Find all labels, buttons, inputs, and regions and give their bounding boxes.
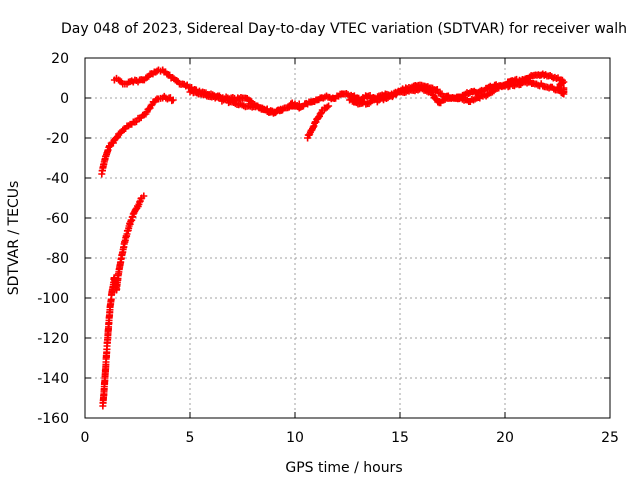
data-point bbox=[140, 192, 148, 200]
data-point bbox=[278, 106, 286, 114]
plot-frame-group bbox=[84, 57, 611, 419]
data-point bbox=[147, 101, 155, 109]
x-tick-label: 0 bbox=[81, 430, 90, 446]
data-point bbox=[389, 93, 396, 101]
data-point bbox=[325, 102, 333, 110]
chart-title: Day 048 of 2023, Sidereal Day-to-day VTE… bbox=[61, 21, 627, 37]
plot-frame bbox=[84, 57, 611, 419]
data-point bbox=[169, 96, 177, 104]
data-point bbox=[557, 79, 565, 87]
ticks bbox=[84, 57, 611, 419]
y-tick-label: 20 bbox=[51, 51, 69, 67]
x-tick-label: 20 bbox=[496, 430, 514, 446]
y-tick-label: -100 bbox=[37, 291, 69, 307]
y-tick-label: -120 bbox=[37, 331, 69, 347]
data-point bbox=[560, 84, 568, 92]
tick-labels: 0 5 10 15 20 25 20 0 -20 -40 -60 -80 -100 -120 -140 -16… bbox=[37, 51, 619, 446]
data-point bbox=[433, 85, 441, 93]
data-points bbox=[98, 66, 568, 410]
y-tick-label: -80 bbox=[46, 251, 69, 267]
data-point bbox=[323, 103, 331, 111]
data-point bbox=[113, 134, 120, 142]
x-tick-label: 25 bbox=[601, 430, 619, 446]
grid bbox=[85, 58, 610, 418]
x-tick-label: 15 bbox=[391, 430, 409, 446]
y-tick-label: 0 bbox=[60, 91, 69, 107]
x-tick-label: 5 bbox=[186, 430, 195, 446]
x-tick-label: 10 bbox=[286, 430, 304, 446]
data-point bbox=[433, 95, 441, 103]
y-tick-label: -60 bbox=[46, 211, 69, 227]
x-axis-label: GPS time / hours bbox=[285, 460, 402, 476]
y-tick-label: -160 bbox=[37, 411, 69, 427]
y-tick-label: -140 bbox=[37, 371, 69, 387]
y-axis-label: SDTVAR / TECUs bbox=[6, 181, 22, 296]
y-tick-label: -40 bbox=[46, 171, 69, 187]
y-tick-label: -20 bbox=[46, 131, 69, 147]
